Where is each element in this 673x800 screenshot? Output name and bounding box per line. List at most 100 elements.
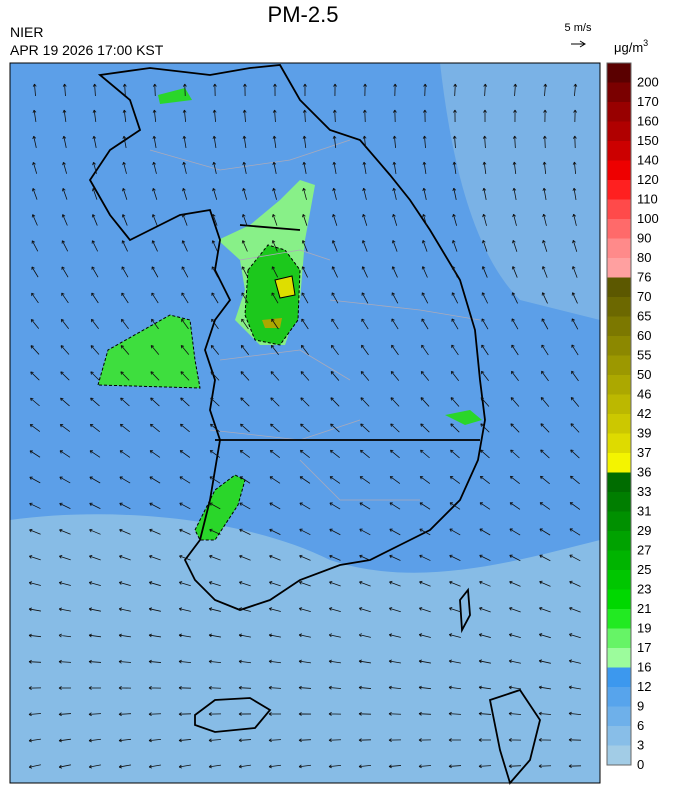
colorbar-block xyxy=(607,414,631,434)
wind-arrow xyxy=(511,318,519,330)
wind-arrow xyxy=(149,423,160,433)
wind-arrow xyxy=(363,83,367,97)
wind-arrow xyxy=(302,214,308,226)
colorbar-block xyxy=(607,141,631,161)
wind-arrow xyxy=(422,135,427,149)
colorbar-label: 55 xyxy=(637,348,651,363)
wind-arrow xyxy=(569,554,581,562)
wind-arrow xyxy=(541,292,548,304)
wind-arrow xyxy=(29,476,41,484)
wind-arrow xyxy=(209,554,221,561)
colorbar-block xyxy=(607,648,631,668)
wind-arrow xyxy=(448,738,462,742)
wind-arrow xyxy=(453,83,458,97)
wind-arrow xyxy=(178,685,192,690)
colorbar-block xyxy=(607,336,631,356)
colorbar-label: 76 xyxy=(637,270,651,285)
wind-arrow xyxy=(272,214,278,226)
wind-arrow xyxy=(118,738,132,743)
wind-arrow xyxy=(389,502,401,510)
agency: NIER xyxy=(10,24,43,40)
wind-arrow xyxy=(329,554,341,561)
wind-arrow xyxy=(178,738,192,743)
wind-arrow xyxy=(58,738,71,743)
wind-arrow xyxy=(241,240,248,252)
wind-arrow xyxy=(422,187,427,200)
wind-arrow xyxy=(241,214,248,226)
wind-arrow xyxy=(361,266,368,278)
wind-arrow xyxy=(572,187,577,200)
colorbar-block xyxy=(607,492,631,512)
wind-arrow xyxy=(450,449,460,459)
wind-arrow xyxy=(391,292,399,304)
wind-arrow xyxy=(573,83,578,97)
wind-arrow xyxy=(478,711,492,716)
wind-arrow xyxy=(569,580,581,587)
wind-arrow xyxy=(148,633,161,638)
wind-arrow xyxy=(238,712,252,716)
wind-arrow xyxy=(572,239,578,252)
japan-coast xyxy=(488,688,541,785)
wind-arrow xyxy=(151,292,159,304)
wind-arrow xyxy=(479,475,490,484)
wind-arrow xyxy=(568,685,581,690)
colorbar-block xyxy=(607,394,631,415)
wind-arrow xyxy=(150,397,160,407)
wind-arrow xyxy=(448,685,462,690)
wind-arrow xyxy=(238,607,251,612)
wind-arrow xyxy=(88,581,101,586)
wind-arrow xyxy=(181,292,189,304)
wind-arrow xyxy=(28,607,41,612)
wind-arrow xyxy=(361,292,369,304)
wind-arrow xyxy=(388,607,401,613)
wind-arrow xyxy=(539,606,551,613)
wind-arrow xyxy=(212,135,217,148)
wind-arrow xyxy=(300,397,310,407)
colorbar-block xyxy=(607,706,631,727)
wind-arrow xyxy=(152,83,157,97)
colorbar-block xyxy=(607,433,631,454)
wind-arrow xyxy=(509,580,521,587)
pollution-patch xyxy=(244,244,301,346)
wind-arrow xyxy=(148,659,162,664)
wind-arrow xyxy=(268,633,281,638)
wind-arrow xyxy=(61,240,69,252)
wind-arrow xyxy=(362,161,367,174)
wind-arrow xyxy=(421,240,428,252)
wind-arrow xyxy=(329,528,341,536)
wind-arrow xyxy=(328,738,342,743)
wind-arrow xyxy=(568,737,582,742)
wind-arrow xyxy=(272,161,277,174)
wind-arrow xyxy=(28,738,41,743)
wind-arrow xyxy=(389,528,401,536)
wind-arrow xyxy=(509,554,521,562)
wind-arrow xyxy=(423,83,428,97)
wind-arrow xyxy=(148,764,161,769)
colorbar-label: 50 xyxy=(637,367,651,382)
colorbar-label: 23 xyxy=(637,582,651,597)
wind-arrow xyxy=(241,318,249,330)
wind-arrow xyxy=(540,423,550,433)
wind-arrow xyxy=(60,371,70,381)
wind-arrow xyxy=(120,345,130,355)
wind-arrow xyxy=(328,764,342,769)
wind-arrow xyxy=(89,528,101,535)
wind-arrow xyxy=(268,685,282,690)
wind-arrow xyxy=(150,371,160,381)
unit-base: μg/m xyxy=(614,40,643,55)
wind-arrow xyxy=(209,450,221,458)
wind-arrow xyxy=(448,711,462,716)
wind-arrow xyxy=(149,476,161,484)
wind-arrow xyxy=(391,344,399,356)
wind-arrow xyxy=(92,135,97,148)
wind-arrow xyxy=(269,528,281,535)
wind-arrow xyxy=(270,397,280,407)
wind-arrow xyxy=(122,109,127,123)
wind-arrow xyxy=(91,214,98,226)
wind-arrow xyxy=(332,161,337,174)
wind-arrow xyxy=(89,423,100,432)
wind-arrow xyxy=(573,109,577,123)
wind-arrow xyxy=(240,423,250,433)
wind-arrow xyxy=(182,83,187,97)
wind-arrow xyxy=(89,450,101,458)
